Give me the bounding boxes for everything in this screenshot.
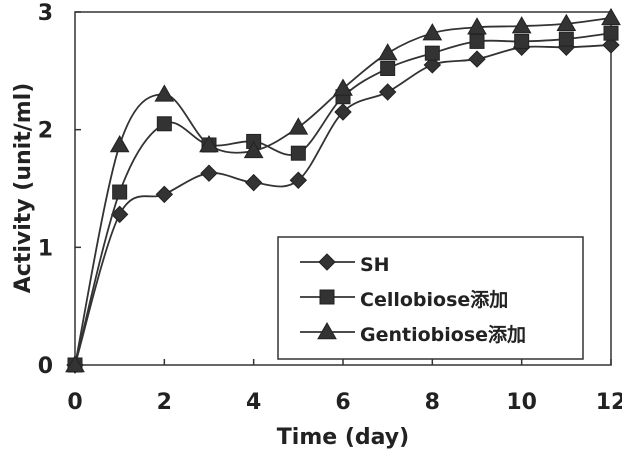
legend-label-sh: SH	[360, 254, 390, 276]
data-point	[109, 134, 130, 153]
legend-marker	[317, 321, 337, 340]
data-point	[200, 164, 218, 182]
x-tick-label: 12	[596, 390, 622, 415]
x-tick-label: 10	[506, 390, 537, 415]
x-tick-label: 4	[246, 390, 261, 415]
data-point	[334, 103, 352, 121]
data-point	[558, 31, 574, 47]
data-point	[377, 43, 398, 61]
legend-marker	[319, 289, 335, 305]
data-point	[603, 25, 619, 41]
x-tick-label: 6	[335, 390, 350, 415]
data-point	[290, 145, 306, 161]
legend-items	[300, 253, 355, 340]
series-2	[65, 7, 621, 373]
data-point	[468, 50, 486, 68]
data-point	[602, 36, 620, 54]
data-point	[380, 60, 396, 76]
data-point	[199, 134, 219, 153]
data-point	[288, 117, 309, 135]
x-tick-label: 0	[67, 390, 82, 415]
x-tick-label: 2	[157, 390, 172, 415]
data-point	[156, 116, 172, 132]
data-point	[467, 17, 487, 35]
data-point	[289, 171, 308, 189]
data-point	[469, 33, 485, 49]
data-point	[155, 185, 174, 204]
data-point	[154, 84, 175, 102]
data-point	[244, 173, 263, 192]
data-point	[378, 83, 397, 101]
data-point	[422, 23, 443, 41]
series-0	[66, 36, 620, 374]
data-point	[556, 13, 577, 32]
y-tick-label: 2	[38, 119, 53, 144]
y-tick-label: 1	[38, 236, 53, 261]
legend: SH Cellobiose添加 Gentiobiose添加	[277, 236, 584, 360]
data-point	[333, 78, 353, 96]
data-point	[112, 184, 128, 200]
data-point	[243, 140, 264, 159]
x-tick-label: 8	[425, 390, 440, 415]
data-point	[424, 45, 440, 61]
data-point	[514, 33, 530, 49]
y-tick-label: 0	[38, 354, 53, 379]
data-point	[110, 205, 129, 224]
y-axis-label: Activity (unit/ml)	[11, 83, 36, 294]
data-point	[423, 56, 442, 74]
data-point	[511, 16, 532, 34]
data-point	[601, 7, 621, 26]
series-group	[65, 7, 621, 374]
legend-marker	[318, 253, 336, 271]
x-axis-label: Time (day)	[277, 425, 409, 449]
data-point	[65, 354, 85, 373]
y-tick-label: 3	[38, 1, 53, 26]
legend-label-gentiobiose: Gentiobiose添加	[360, 323, 526, 346]
legend-label-cellobiose: Cellobiose添加	[360, 288, 508, 311]
